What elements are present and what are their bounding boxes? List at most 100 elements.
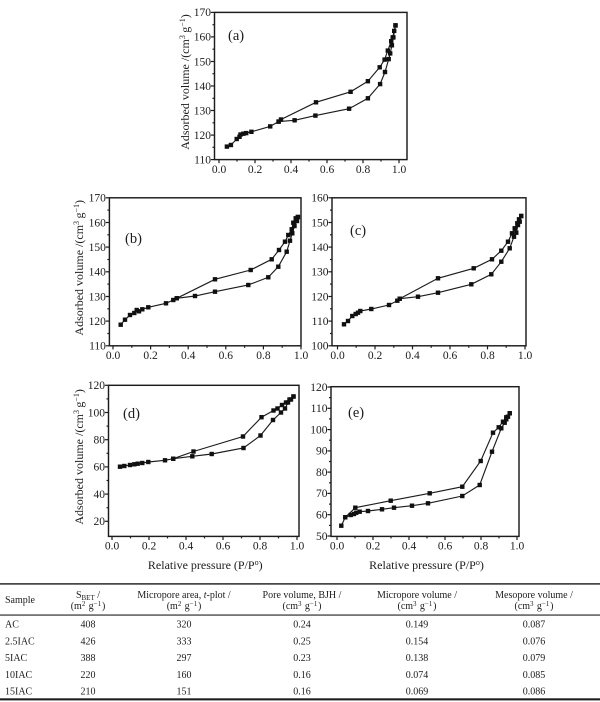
svg-text:1.0: 1.0 — [392, 164, 407, 176]
svg-text:15IAC: 15IAC — [5, 687, 33, 698]
svg-text:0.4: 0.4 — [179, 541, 194, 553]
svg-text:140: 140 — [194, 81, 212, 93]
svg-text:220: 220 — [81, 670, 96, 681]
svg-text:0.24: 0.24 — [293, 620, 311, 631]
svg-text:0.154: 0.154 — [406, 637, 429, 648]
svg-text:0.079: 0.079 — [523, 653, 546, 664]
svg-text:150: 150 — [89, 242, 107, 254]
svg-text:0.16: 0.16 — [293, 670, 311, 681]
svg-text:Pore volume, BJH /: Pore volume, BJH / — [263, 590, 342, 601]
svg-text:100: 100 — [310, 424, 328, 436]
svg-text:0.16: 0.16 — [293, 687, 311, 698]
svg-text:297: 297 — [177, 653, 192, 664]
svg-text:408: 408 — [81, 620, 96, 631]
svg-text:Micropore volume /: Micropore volume / — [377, 590, 457, 601]
svg-text:(cm3 g−1 ): (cm3 g−1 ) — [397, 600, 436, 612]
svg-text:0.086: 0.086 — [523, 687, 546, 698]
svg-text:80: 80 — [316, 467, 328, 479]
svg-text:Mesopore volume /: Mesopore volume / — [495, 590, 573, 601]
svg-text:140: 140 — [311, 242, 329, 254]
svg-text:0.6: 0.6 — [438, 541, 453, 553]
svg-text:0.0: 0.0 — [105, 541, 120, 553]
svg-text:0.2: 0.2 — [143, 350, 158, 362]
svg-text:0.0: 0.0 — [330, 350, 345, 362]
svg-text:0.138: 0.138 — [406, 653, 429, 664]
svg-text:Adsorbed volume /(cm3 g−1): Adsorbed volume /(cm3 g−1) — [72, 389, 86, 525]
svg-text:0.4: 0.4 — [284, 164, 299, 176]
svg-text:90: 90 — [316, 446, 328, 458]
svg-text:100: 100 — [311, 341, 329, 353]
svg-text:60: 60 — [316, 510, 328, 522]
svg-text:0.069: 0.069 — [406, 687, 429, 698]
svg-text:0.6: 0.6 — [443, 350, 458, 362]
svg-text:150: 150 — [194, 56, 212, 68]
svg-text:0.149: 0.149 — [406, 620, 429, 631]
svg-text:160: 160 — [311, 193, 329, 205]
svg-text:0.085: 0.085 — [523, 670, 546, 681]
svg-text:120: 120 — [194, 130, 212, 142]
svg-text:0.23: 0.23 — [293, 653, 311, 664]
svg-text:110: 110 — [194, 154, 211, 166]
svg-text:170: 170 — [89, 193, 107, 205]
svg-text:Relative pressure (P/Po): Relative pressure (P/Po) — [148, 558, 263, 572]
svg-text:0.8: 0.8 — [253, 541, 268, 553]
svg-text:5IAC: 5IAC — [5, 653, 28, 664]
svg-text:130: 130 — [194, 105, 212, 117]
svg-text:120: 120 — [89, 316, 107, 328]
svg-text:Adsorbed volume /(cm3 g−1): Adsorbed volume /(cm3 g−1) — [178, 14, 192, 150]
svg-text:0.6: 0.6 — [216, 541, 231, 553]
svg-text:0.2: 0.2 — [248, 164, 263, 176]
svg-text:0.4: 0.4 — [405, 350, 420, 362]
svg-text:(a): (a) — [228, 28, 244, 44]
svg-text:50: 50 — [316, 531, 328, 543]
svg-text:0.8: 0.8 — [256, 350, 271, 362]
svg-text:0.4: 0.4 — [402, 541, 417, 553]
svg-text:80: 80 — [94, 435, 106, 447]
svg-text:0.087: 0.087 — [523, 620, 546, 631]
svg-text:20: 20 — [94, 516, 106, 528]
svg-text:AC: AC — [5, 620, 19, 631]
svg-text:0.0: 0.0 — [330, 541, 345, 553]
svg-text:1.0: 1.0 — [518, 350, 533, 362]
svg-text:1.0: 1.0 — [294, 350, 309, 362]
svg-text:(m2 g−1 ): (m2 g−1 ) — [167, 600, 202, 612]
svg-text:210: 210 — [81, 687, 96, 698]
svg-text:320: 320 — [177, 620, 192, 631]
svg-text:130: 130 — [311, 267, 329, 279]
svg-text:40: 40 — [94, 489, 106, 501]
svg-text:151: 151 — [177, 687, 192, 698]
svg-text:100: 100 — [88, 407, 106, 419]
svg-text:120: 120 — [310, 382, 328, 394]
svg-text:110: 110 — [311, 403, 328, 415]
svg-text:170: 170 — [194, 7, 212, 19]
svg-text:0.2: 0.2 — [142, 541, 157, 553]
svg-text:0.6: 0.6 — [219, 350, 234, 362]
svg-text:110: 110 — [89, 341, 106, 353]
svg-text:0.25: 0.25 — [293, 637, 311, 648]
svg-text:2.5IAC: 2.5IAC — [5, 637, 35, 648]
svg-text:(cm3 g−1 ): (cm3 g−1 ) — [514, 600, 553, 612]
svg-text:0.6: 0.6 — [320, 164, 335, 176]
svg-text:0.2: 0.2 — [368, 350, 383, 362]
svg-text:(c): (c) — [350, 223, 366, 239]
svg-text:0.076: 0.076 — [523, 637, 546, 648]
svg-text:0.8: 0.8 — [474, 541, 489, 553]
svg-text:1.0: 1.0 — [290, 541, 305, 553]
svg-text:110: 110 — [312, 316, 329, 328]
svg-text:(m2 g−1 ): (m2 g−1 ) — [71, 600, 106, 612]
svg-text:70: 70 — [316, 488, 328, 500]
svg-text:130: 130 — [89, 291, 107, 303]
svg-text:Sample: Sample — [5, 595, 36, 606]
svg-text:Micropore area, t-plot /: Micropore area, t-plot / — [137, 590, 231, 601]
svg-text:160: 160 — [194, 32, 212, 44]
svg-text:0.8: 0.8 — [480, 350, 495, 362]
svg-text:10IAC: 10IAC — [5, 670, 33, 681]
svg-text:Adsorbed volume /(cm3 g−1): Adsorbed volume /(cm3 g−1) — [72, 200, 86, 336]
svg-text:0.4: 0.4 — [181, 350, 196, 362]
svg-text:160: 160 — [177, 670, 192, 681]
svg-text:150: 150 — [311, 217, 329, 229]
svg-text:(e): (e) — [348, 405, 364, 421]
svg-text:0.2: 0.2 — [366, 541, 381, 553]
svg-text:0.0: 0.0 — [106, 350, 121, 362]
svg-text:120: 120 — [311, 291, 329, 303]
